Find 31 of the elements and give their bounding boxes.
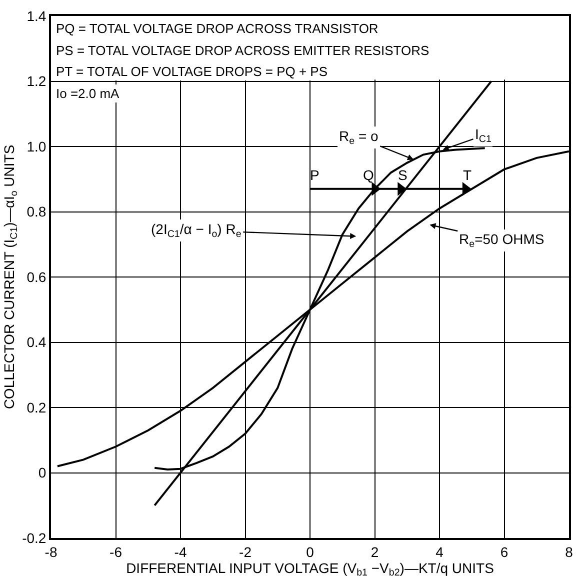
annotation: (2I$_{C1}$/α − I$_{o}$) R$_{e}$ (151, 221, 242, 240)
annotation: R$_{e}$ = o (339, 128, 379, 147)
annotation: P (310, 167, 320, 183)
x-tick-label: -2 (239, 544, 252, 560)
y-tick-label: 0.8 (26, 204, 46, 220)
x-tick-label: 6 (500, 544, 508, 560)
annotation: R$_{e}$=50 OHMS (459, 231, 544, 250)
annotation: Q (363, 167, 374, 183)
x-tick-label: -4 (174, 544, 187, 560)
y-tick-label: 1.2 (26, 73, 46, 90)
x-tick-label: 4 (436, 544, 444, 560)
x-tick-label: 0 (306, 544, 314, 560)
y-tick-label: 0.2 (26, 399, 46, 416)
y-tick-label: 1.4 (26, 8, 46, 24)
y-tick-label: 0.6 (26, 268, 46, 285)
x-tick-label: -6 (110, 544, 122, 560)
x-tick-label: 8 (565, 544, 574, 560)
annotation: T (463, 167, 472, 183)
x-tick-label: 2 (370, 544, 379, 560)
annotation: PS = TOTAL VOLTAGE DROP ACROSS EMITTER RESISTORS (56, 43, 430, 58)
annotation: PT = TOTAL OF VOLTAGE DROPS = PQ + PS (56, 64, 328, 79)
annotation: Io =2.0 mA (56, 86, 120, 101)
annotation: I$_{C1}$ (475, 126, 492, 145)
y-tick-label: 0.4 (26, 334, 46, 350)
y-tick-label: -0.2 (22, 530, 46, 546)
y-tick-label: 1.0 (26, 138, 46, 154)
x-tick-label: -8 (44, 544, 58, 560)
y-tick-label: 0 (38, 464, 46, 481)
annotation: PQ = TOTAL VOLTAGE DROP ACROSS TRANSISTOR (56, 21, 378, 36)
x-axis-title: DIFFERENTIAL INPUT VOLTAGE (V$_{b1}$ −V$_{b2}$)—KT/q UNITS (126, 560, 494, 579)
annotation: S (398, 167, 408, 183)
